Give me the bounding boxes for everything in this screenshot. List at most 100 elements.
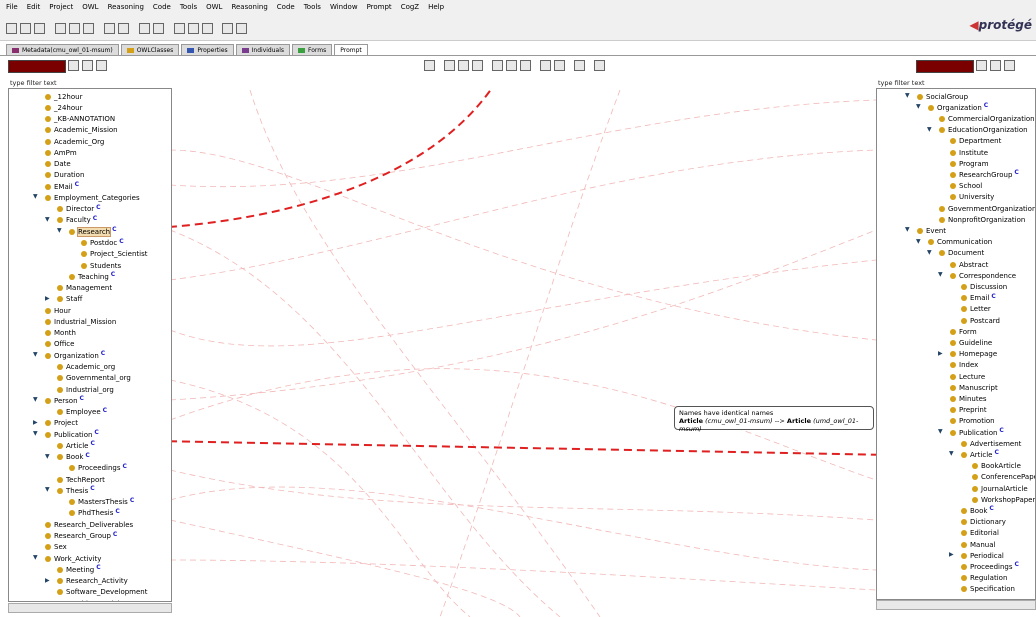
tree-row[interactable]: Program: [950, 158, 989, 169]
tree-row[interactable]: Discussion: [961, 281, 1007, 292]
tree-row[interactable]: EMail C: [45, 181, 79, 192]
tool-button[interactable]: [82, 60, 93, 71]
tree-row[interactable]: Abstract: [950, 259, 988, 270]
tree-expander[interactable]: ▼: [33, 430, 38, 438]
tool-button[interactable]: [492, 60, 503, 71]
tree-row[interactable]: NonprofitOrganization: [939, 214, 1025, 225]
tool-button[interactable]: [55, 23, 66, 34]
tree-row[interactable]: Form: [950, 326, 977, 337]
tool-button[interactable]: [472, 60, 483, 71]
tool-button[interactable]: [20, 23, 31, 34]
tool-button[interactable]: [554, 60, 565, 71]
tree-row[interactable]: SocialGroup: [917, 91, 968, 102]
tree-row[interactable]: Academic_Mission: [45, 125, 118, 136]
tree-row[interactable]: CommercialOrganization: [939, 113, 1035, 124]
tree-row[interactable]: Software_Development: [57, 587, 147, 598]
tree-row[interactable]: Employee C: [57, 407, 107, 418]
tree-row[interactable]: ConferencePaper: [972, 472, 1035, 483]
menu-item[interactable]: Window: [329, 3, 358, 11]
left-scrollbar[interactable]: [8, 603, 172, 613]
tree-row[interactable]: Specification: [961, 584, 1015, 595]
tree-row[interactable]: JournalArticle: [972, 483, 1028, 494]
tool-button[interactable]: [444, 60, 455, 71]
tree-row[interactable]: Institute: [950, 147, 988, 158]
tree-row[interactable]: TechReport: [57, 474, 105, 485]
tree-row[interactable]: GovernmentOrganization: [939, 203, 1035, 214]
tree-row[interactable]: Governmental_org: [57, 373, 131, 384]
tree-row[interactable]: Book C: [961, 505, 994, 516]
tree-row[interactable]: Homepage: [950, 349, 997, 360]
tree-row[interactable]: Postcard: [961, 315, 1000, 326]
tree-expander[interactable]: ▼: [57, 227, 62, 235]
tool-button[interactable]: [594, 60, 605, 71]
menu-item[interactable]: Project: [49, 3, 74, 11]
tree-row[interactable]: Research_Deliverables: [45, 519, 133, 530]
tool-button[interactable]: [174, 23, 185, 34]
tree-row[interactable]: Article C: [57, 440, 95, 451]
menu-item[interactable]: Edit: [26, 3, 41, 11]
tool-button[interactable]: [990, 60, 1001, 71]
tree-expander[interactable]: ▼: [33, 193, 38, 201]
tool-button[interactable]: [520, 60, 531, 71]
tree-row[interactable]: _24hour: [45, 102, 82, 113]
tree-row[interactable]: Research_Group C: [45, 531, 117, 542]
tool-button[interactable]: [83, 23, 94, 34]
tree-row[interactable]: Postdoc C: [81, 238, 124, 249]
tree-row[interactable]: _KB-ANNOTATION: [45, 114, 115, 125]
tree-row[interactable]: Regulation: [961, 573, 1007, 584]
tree-row[interactable]: Month: [45, 328, 76, 339]
menu-item[interactable]: CogZ: [400, 3, 420, 11]
tree-row[interactable]: Work_Activity: [45, 553, 101, 564]
tool-button[interactable]: [153, 23, 164, 34]
tree-row[interactable]: Manual: [961, 539, 995, 550]
tree-expander[interactable]: ▼: [949, 450, 954, 458]
tab[interactable]: Properties: [181, 44, 234, 55]
tree-expander[interactable]: ▼: [927, 248, 932, 256]
tool-button[interactable]: [1004, 60, 1015, 71]
tree-row[interactable]: WorkshopPaper: [972, 494, 1035, 505]
tree-row[interactable]: Research C: [69, 226, 117, 237]
tree-row[interactable]: Duration: [45, 170, 84, 181]
tool-button[interactable]: [96, 60, 107, 71]
tree-row[interactable]: Event: [917, 225, 946, 236]
menu-item[interactable]: Reasoning: [107, 3, 144, 11]
tree-row[interactable]: Index: [950, 360, 978, 371]
tree-expander[interactable]: ▶: [938, 349, 943, 357]
tree-row[interactable]: Date: [45, 159, 71, 170]
tree-row[interactable]: Manuscript: [950, 382, 998, 393]
menu-item[interactable]: OWL: [206, 3, 223, 11]
menu-item[interactable]: Code: [152, 3, 171, 11]
tool-button[interactable]: [6, 23, 17, 34]
tree-row[interactable]: Periodical: [961, 550, 1004, 561]
tool-button[interactable]: [104, 23, 115, 34]
tree-row[interactable]: Preprint: [950, 405, 987, 416]
right-scrollbar[interactable]: [876, 600, 1036, 610]
menu-item[interactable]: OWL: [82, 3, 99, 11]
tool-button[interactable]: [540, 60, 551, 71]
tree-row[interactable]: Teaching C: [69, 271, 115, 282]
menu-item[interactable]: Prompt: [366, 3, 392, 11]
tree-row[interactable]: Dictionary: [961, 517, 1006, 528]
tree-row[interactable]: Minutes: [950, 393, 987, 404]
tool-button[interactable]: [68, 60, 79, 71]
tool-button[interactable]: [222, 23, 233, 34]
tree-row[interactable]: Guideline: [950, 337, 992, 348]
tree-row[interactable]: Industrial_Mission: [45, 316, 116, 327]
tree-expander[interactable]: ▶: [45, 576, 50, 584]
tree-expander[interactable]: ▼: [927, 125, 932, 133]
tree-row[interactable]: Promotion: [950, 416, 995, 427]
tree-row[interactable]: Proceedings C: [961, 561, 1019, 572]
tool-button[interactable]: [118, 23, 129, 34]
tab[interactable]: OWLClasses: [120, 44, 180, 55]
left-filter[interactable]: type filter text: [10, 79, 57, 87]
tree-row[interactable]: Publication C: [45, 429, 99, 440]
tree-row[interactable]: Proceedings C: [69, 463, 127, 474]
tree-row[interactable]: University: [950, 192, 994, 203]
tool-button[interactable]: [34, 23, 45, 34]
tree-row[interactable]: Communication: [928, 237, 992, 248]
tool-button[interactable]: [139, 23, 150, 34]
tree-row[interactable]: Hour: [45, 305, 71, 316]
tree-row[interactable]: Editorial: [961, 528, 999, 539]
tree-row[interactable]: Faculty C: [57, 215, 97, 226]
tree-row[interactable]: Employment_Categories: [45, 192, 140, 203]
